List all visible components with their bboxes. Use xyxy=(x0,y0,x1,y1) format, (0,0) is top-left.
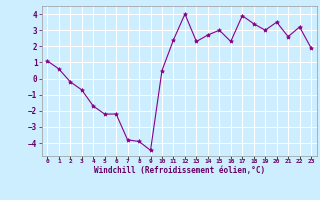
X-axis label: Windchill (Refroidissement éolien,°C): Windchill (Refroidissement éolien,°C) xyxy=(94,166,265,175)
